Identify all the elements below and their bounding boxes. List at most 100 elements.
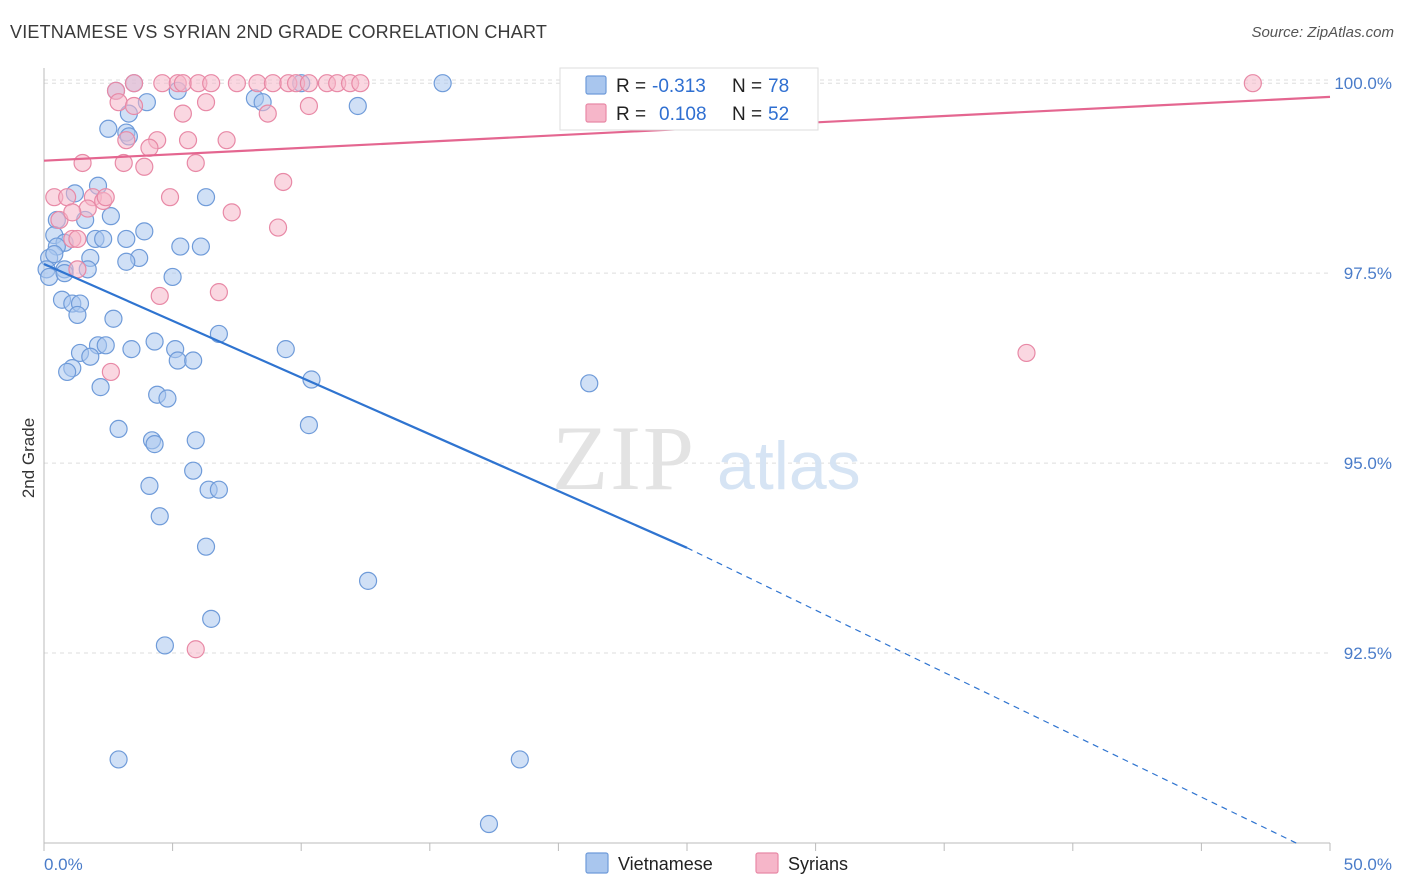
- y-tick-label: 97.5%: [1344, 264, 1392, 283]
- vietnamese-point: [81, 347, 100, 366]
- chart-source: Source: ZipAtlas.com: [1251, 24, 1394, 41]
- y-tick-label: 92.5%: [1344, 644, 1392, 663]
- syrians-point: [150, 286, 169, 306]
- syrians-point: [160, 188, 180, 207]
- vietnamese-point: [186, 431, 205, 450]
- vietnamese-point: [184, 351, 203, 370]
- vietnamese-point: [158, 389, 177, 408]
- vietnamese-point: [45, 245, 64, 264]
- x-tick-label-max: 50.0%: [1344, 855, 1392, 874]
- syrians-point: [173, 74, 192, 93]
- syrians-point: [263, 74, 283, 93]
- series-syrians-points: [45, 74, 1262, 659]
- legend-n-label-vietnamese: N =: [732, 76, 762, 97]
- syrians-point: [96, 188, 115, 207]
- series-vietnamese-points: [37, 74, 599, 834]
- vietnamese-point: [145, 435, 164, 454]
- syrians-point: [178, 131, 198, 150]
- vietnamese-point: [40, 267, 59, 287]
- legend-n-label-syrians: N =: [732, 104, 762, 125]
- syrians-point: [222, 203, 241, 222]
- syrians-point: [58, 188, 77, 207]
- vietnamese-point: [168, 351, 187, 370]
- legend-n-value-syrians: 52: [768, 104, 789, 125]
- syrians-point: [274, 172, 293, 192]
- legend-r-label-syrians: R =: [616, 104, 646, 125]
- legend-box: R = -0.313 N = 78 R = 0.108 N = 52: [559, 67, 819, 131]
- vietnamese-point: [117, 229, 136, 249]
- syrians-point: [196, 93, 216, 112]
- y-tick-label: 100.0%: [1334, 74, 1392, 93]
- syrians-point: [258, 104, 277, 123]
- legend-r-label-vietnamese: R =: [616, 76, 646, 97]
- vietnamese-point: [580, 374, 599, 393]
- vietnamese-point: [145, 332, 164, 351]
- y-tick-label: 95.0%: [1344, 454, 1392, 473]
- vietnamese-point: [479, 814, 499, 834]
- syrians-point: [209, 283, 228, 302]
- syrians-point: [140, 138, 159, 157]
- gridlines: [44, 79, 1330, 654]
- vietnamese-point: [155, 636, 174, 655]
- syrians-point: [1243, 74, 1262, 93]
- syrians-point: [227, 74, 246, 93]
- legend-swatch-syrians: [585, 103, 607, 123]
- syrians-point: [135, 157, 154, 176]
- vietnamese-point: [104, 309, 123, 328]
- vietnamese-point: [358, 571, 378, 590]
- syrians-point: [124, 74, 144, 93]
- vietnamese-point: [202, 609, 221, 628]
- vietnamese-point: [140, 476, 159, 495]
- vietnamese-point: [433, 74, 452, 93]
- vietnamese-point: [209, 480, 228, 499]
- vietnamese-point: [171, 237, 190, 256]
- watermark-atlas: atlas: [717, 428, 861, 504]
- vietnamese-point: [184, 461, 203, 480]
- vietnamese-point: [196, 537, 216, 556]
- vietnamese-trend-line: [43, 263, 688, 549]
- legend-swatch-vietnamese: [585, 75, 607, 95]
- syrians-point: [299, 74, 319, 93]
- vietnamese-point: [122, 340, 141, 359]
- vietnamese-point: [196, 188, 216, 207]
- y-tick-labels: 92.5% 95.0% 97.5% 100.0%: [1334, 74, 1392, 663]
- vietnamese-point: [209, 324, 228, 344]
- vietnamese-point: [299, 416, 319, 435]
- bottom-legend-label-vietnamese: Vietnamese: [618, 854, 713, 874]
- legend-n-value-vietnamese: 78: [768, 76, 789, 97]
- bottom-legend: Vietnamese Syrians: [585, 852, 848, 874]
- syrians-point: [109, 93, 128, 112]
- syrians-point: [299, 96, 319, 116]
- vietnamese-point: [58, 362, 77, 382]
- syrians-point: [117, 131, 136, 150]
- syrians-point: [78, 199, 97, 218]
- y-axis-label: 2nd Grade: [19, 418, 38, 498]
- legend-r-value-vietnamese: -0.313: [652, 76, 706, 97]
- x-axis-ticks: [43, 843, 1331, 851]
- syrians-point: [186, 153, 205, 173]
- vietnamese-point: [109, 419, 128, 439]
- vietnamese-point: [150, 507, 169, 526]
- syrians-point: [73, 153, 92, 173]
- syrians-point: [68, 229, 87, 249]
- vietnamese-point: [101, 207, 120, 226]
- vietnamese-point: [96, 336, 115, 355]
- syrians-point: [101, 362, 120, 382]
- vietnamese-point: [510, 750, 529, 769]
- watermark: ZIP atlas: [552, 407, 861, 509]
- vietnamese-point: [68, 305, 87, 325]
- syrians-point: [153, 74, 172, 93]
- syrians-point: [217, 131, 236, 150]
- vietnamese-point: [99, 119, 118, 138]
- watermark-zip: ZIP: [552, 407, 696, 509]
- syrians-point: [63, 203, 82, 222]
- vietnamese-point: [109, 750, 128, 769]
- vietnamese-trend-line-extrapolated: [686, 547, 1301, 846]
- vietnamese-point: [91, 378, 110, 397]
- bottom-legend-swatch-vietnamese: [585, 852, 609, 874]
- vietnamese-point: [191, 237, 210, 256]
- legend-r-value-syrians: 0.108: [659, 104, 707, 125]
- syrians-point: [268, 218, 288, 237]
- syrians-point: [248, 74, 267, 93]
